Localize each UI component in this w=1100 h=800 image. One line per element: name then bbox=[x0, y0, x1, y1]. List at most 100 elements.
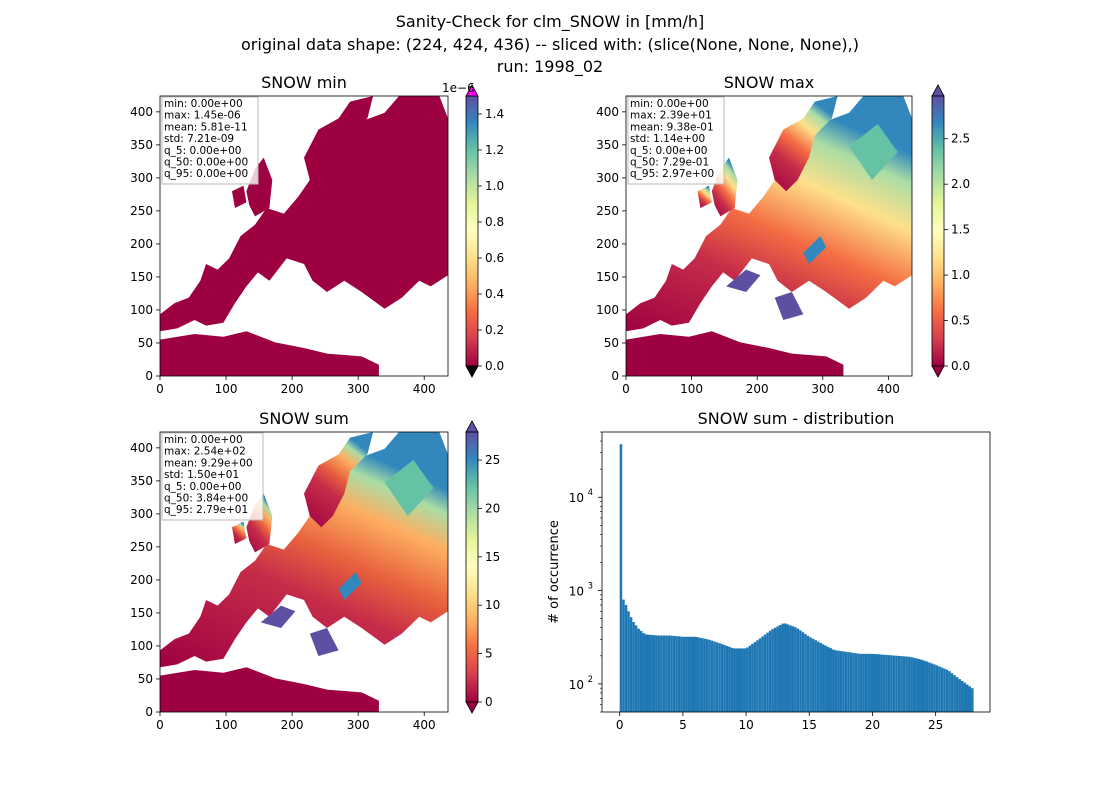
distribution-bar bbox=[811, 638, 815, 712]
snow-min-colorbar-extend-bottom bbox=[465, 365, 479, 378]
snow-min-stats-line: mean: 5.81e-11 bbox=[164, 121, 248, 133]
snow-sum-x-tick-label: 400 bbox=[413, 718, 436, 732]
snow-max-colorbar-tick-label: 1.5 bbox=[951, 223, 970, 237]
snow-min-stats-line: q_95: 0.00e+00 bbox=[164, 168, 248, 180]
snow-max-great-britain-field bbox=[711, 157, 738, 217]
distribution-bar bbox=[705, 639, 709, 712]
distribution-bar bbox=[885, 654, 888, 712]
distribution-bar bbox=[708, 639, 711, 712]
snow-min-x-tick-label: 300 bbox=[347, 382, 370, 396]
distribution-bar bbox=[816, 641, 820, 712]
snow-max-stats-line: min: 0.00e+00 bbox=[630, 98, 709, 110]
distribution-x-tick-label: 25 bbox=[928, 718, 943, 732]
snow-min-stats-line: q_50: 0.00e+00 bbox=[164, 157, 248, 169]
snow-max-y-tick-label: 250 bbox=[596, 204, 619, 218]
snow-sum-colorbar-tick-label: 0 bbox=[485, 695, 493, 709]
distribution-bar bbox=[842, 651, 845, 712]
distribution-bar bbox=[675, 636, 678, 712]
distribution-bar bbox=[821, 644, 825, 712]
distribution-bar bbox=[809, 637, 812, 712]
snow-max-y-tick-label: 50 bbox=[604, 336, 619, 350]
snow-sum-title: SNOW sum bbox=[259, 409, 349, 428]
snow-max-colorbar-extend-top bbox=[931, 84, 945, 97]
distribution-bar bbox=[751, 643, 754, 712]
snow-min-north-africa-field bbox=[160, 331, 379, 376]
distribution-axes-frame bbox=[601, 431, 991, 713]
snow-sum-colorbar-tick-label: 20 bbox=[485, 501, 500, 515]
snow-max-stats-line: std: 1.14e+00 bbox=[630, 133, 705, 145]
distribution-bar bbox=[773, 627, 777, 712]
snow-min-y-tick-label: 300 bbox=[130, 171, 153, 185]
snow-min-colorbar-tick-label: 0.8 bbox=[485, 215, 504, 229]
distribution-bar bbox=[768, 630, 772, 712]
snow-sum-x-tick-label: 0 bbox=[156, 718, 164, 732]
distribution-bar bbox=[958, 679, 961, 712]
snow-max-y-tick-label: 400 bbox=[596, 105, 619, 119]
snow-sum-y-tick-label: 150 bbox=[130, 606, 153, 620]
distribution-bar bbox=[907, 656, 911, 712]
snow-max-colorbar-tick-label: 2.0 bbox=[951, 177, 970, 191]
snow-sum-stats-line: q_95: 2.79e+01 bbox=[164, 504, 248, 516]
distribution-bar bbox=[677, 636, 681, 712]
distribution-bar bbox=[781, 623, 784, 712]
distribution-y-axis-label: # of occurrence bbox=[547, 520, 562, 624]
distribution-x-tick-label: 15 bbox=[802, 718, 817, 732]
distribution-y-tick-exponent: 3 bbox=[588, 582, 593, 592]
snow-max-balkans-field bbox=[774, 292, 804, 320]
distribution-bar bbox=[869, 653, 873, 712]
distribution-bar bbox=[660, 635, 663, 712]
distribution-bar bbox=[814, 640, 817, 712]
snow-sum-stats-line: min: 0.00e+00 bbox=[164, 434, 243, 446]
snow-max-northeast-field bbox=[849, 124, 898, 180]
distribution-bar bbox=[905, 656, 908, 712]
distribution-bar bbox=[915, 658, 918, 712]
snow-min-stats-line: q_5: 0.00e+00 bbox=[164, 145, 241, 157]
distribution-bar bbox=[672, 635, 676, 712]
snow-max-x-tick-label: 0 bbox=[622, 382, 630, 396]
distribution-bar bbox=[963, 682, 966, 712]
distribution-bar bbox=[748, 645, 752, 712]
distribution-bar bbox=[801, 632, 805, 712]
distribution-bar bbox=[655, 635, 658, 712]
snow-min-stats-line: std: 7.21e-09 bbox=[164, 133, 234, 145]
snow-sum-colorbar-tick-label: 5 bbox=[485, 647, 493, 661]
snow-max-title: SNOW max bbox=[724, 73, 814, 92]
distribution-bar bbox=[662, 635, 666, 712]
snow-sum-colorbar-extend-bottom bbox=[465, 701, 479, 714]
distribution-bar bbox=[917, 659, 921, 712]
snow-max-y-tick-label: 200 bbox=[596, 237, 619, 251]
snow-max-y-tick-label: 300 bbox=[596, 171, 619, 185]
distribution-y-tick-label: 10 bbox=[569, 585, 584, 599]
distribution-bar bbox=[925, 661, 929, 712]
snow-max-north-africa-field bbox=[626, 331, 844, 376]
distribution-bar bbox=[928, 662, 931, 712]
distribution-bar bbox=[756, 640, 759, 712]
distribution-bar bbox=[862, 653, 865, 712]
distribution-bar bbox=[872, 653, 875, 712]
snow-max-stats-line: q_95: 2.97e+00 bbox=[630, 168, 714, 180]
snow-sum-x-tick-label: 100 bbox=[215, 718, 238, 732]
snow-sum-mainland-field bbox=[160, 432, 448, 668]
distribution-bar bbox=[806, 635, 810, 712]
snow-sum-colorbar-frame bbox=[465, 431, 479, 703]
distribution-bar bbox=[786, 624, 790, 712]
distribution-bar bbox=[730, 647, 734, 712]
snow-sum-colorbar-extend-top bbox=[465, 420, 479, 433]
snow-min-great-britain-field bbox=[246, 157, 273, 217]
snow-min-mainland-field bbox=[160, 96, 448, 332]
distribution-bar bbox=[710, 640, 714, 712]
distribution-bar bbox=[900, 656, 903, 712]
distribution-bar bbox=[771, 629, 774, 712]
distribution-bar bbox=[619, 444, 623, 712]
snow-min-colorbar-tick-label: 1.4 bbox=[485, 107, 504, 121]
snow-max-colorbar-tick-label: 0.0 bbox=[951, 359, 970, 373]
distribution-bar bbox=[667, 635, 671, 712]
distribution-bar bbox=[953, 675, 956, 712]
snow-max-x-tick-label: 400 bbox=[877, 382, 900, 396]
distribution-bar bbox=[880, 654, 883, 712]
distribution-bar bbox=[819, 642, 822, 712]
distribution-bar bbox=[642, 633, 645, 712]
distribution-bar bbox=[634, 625, 638, 712]
distribution-bar bbox=[837, 650, 840, 712]
